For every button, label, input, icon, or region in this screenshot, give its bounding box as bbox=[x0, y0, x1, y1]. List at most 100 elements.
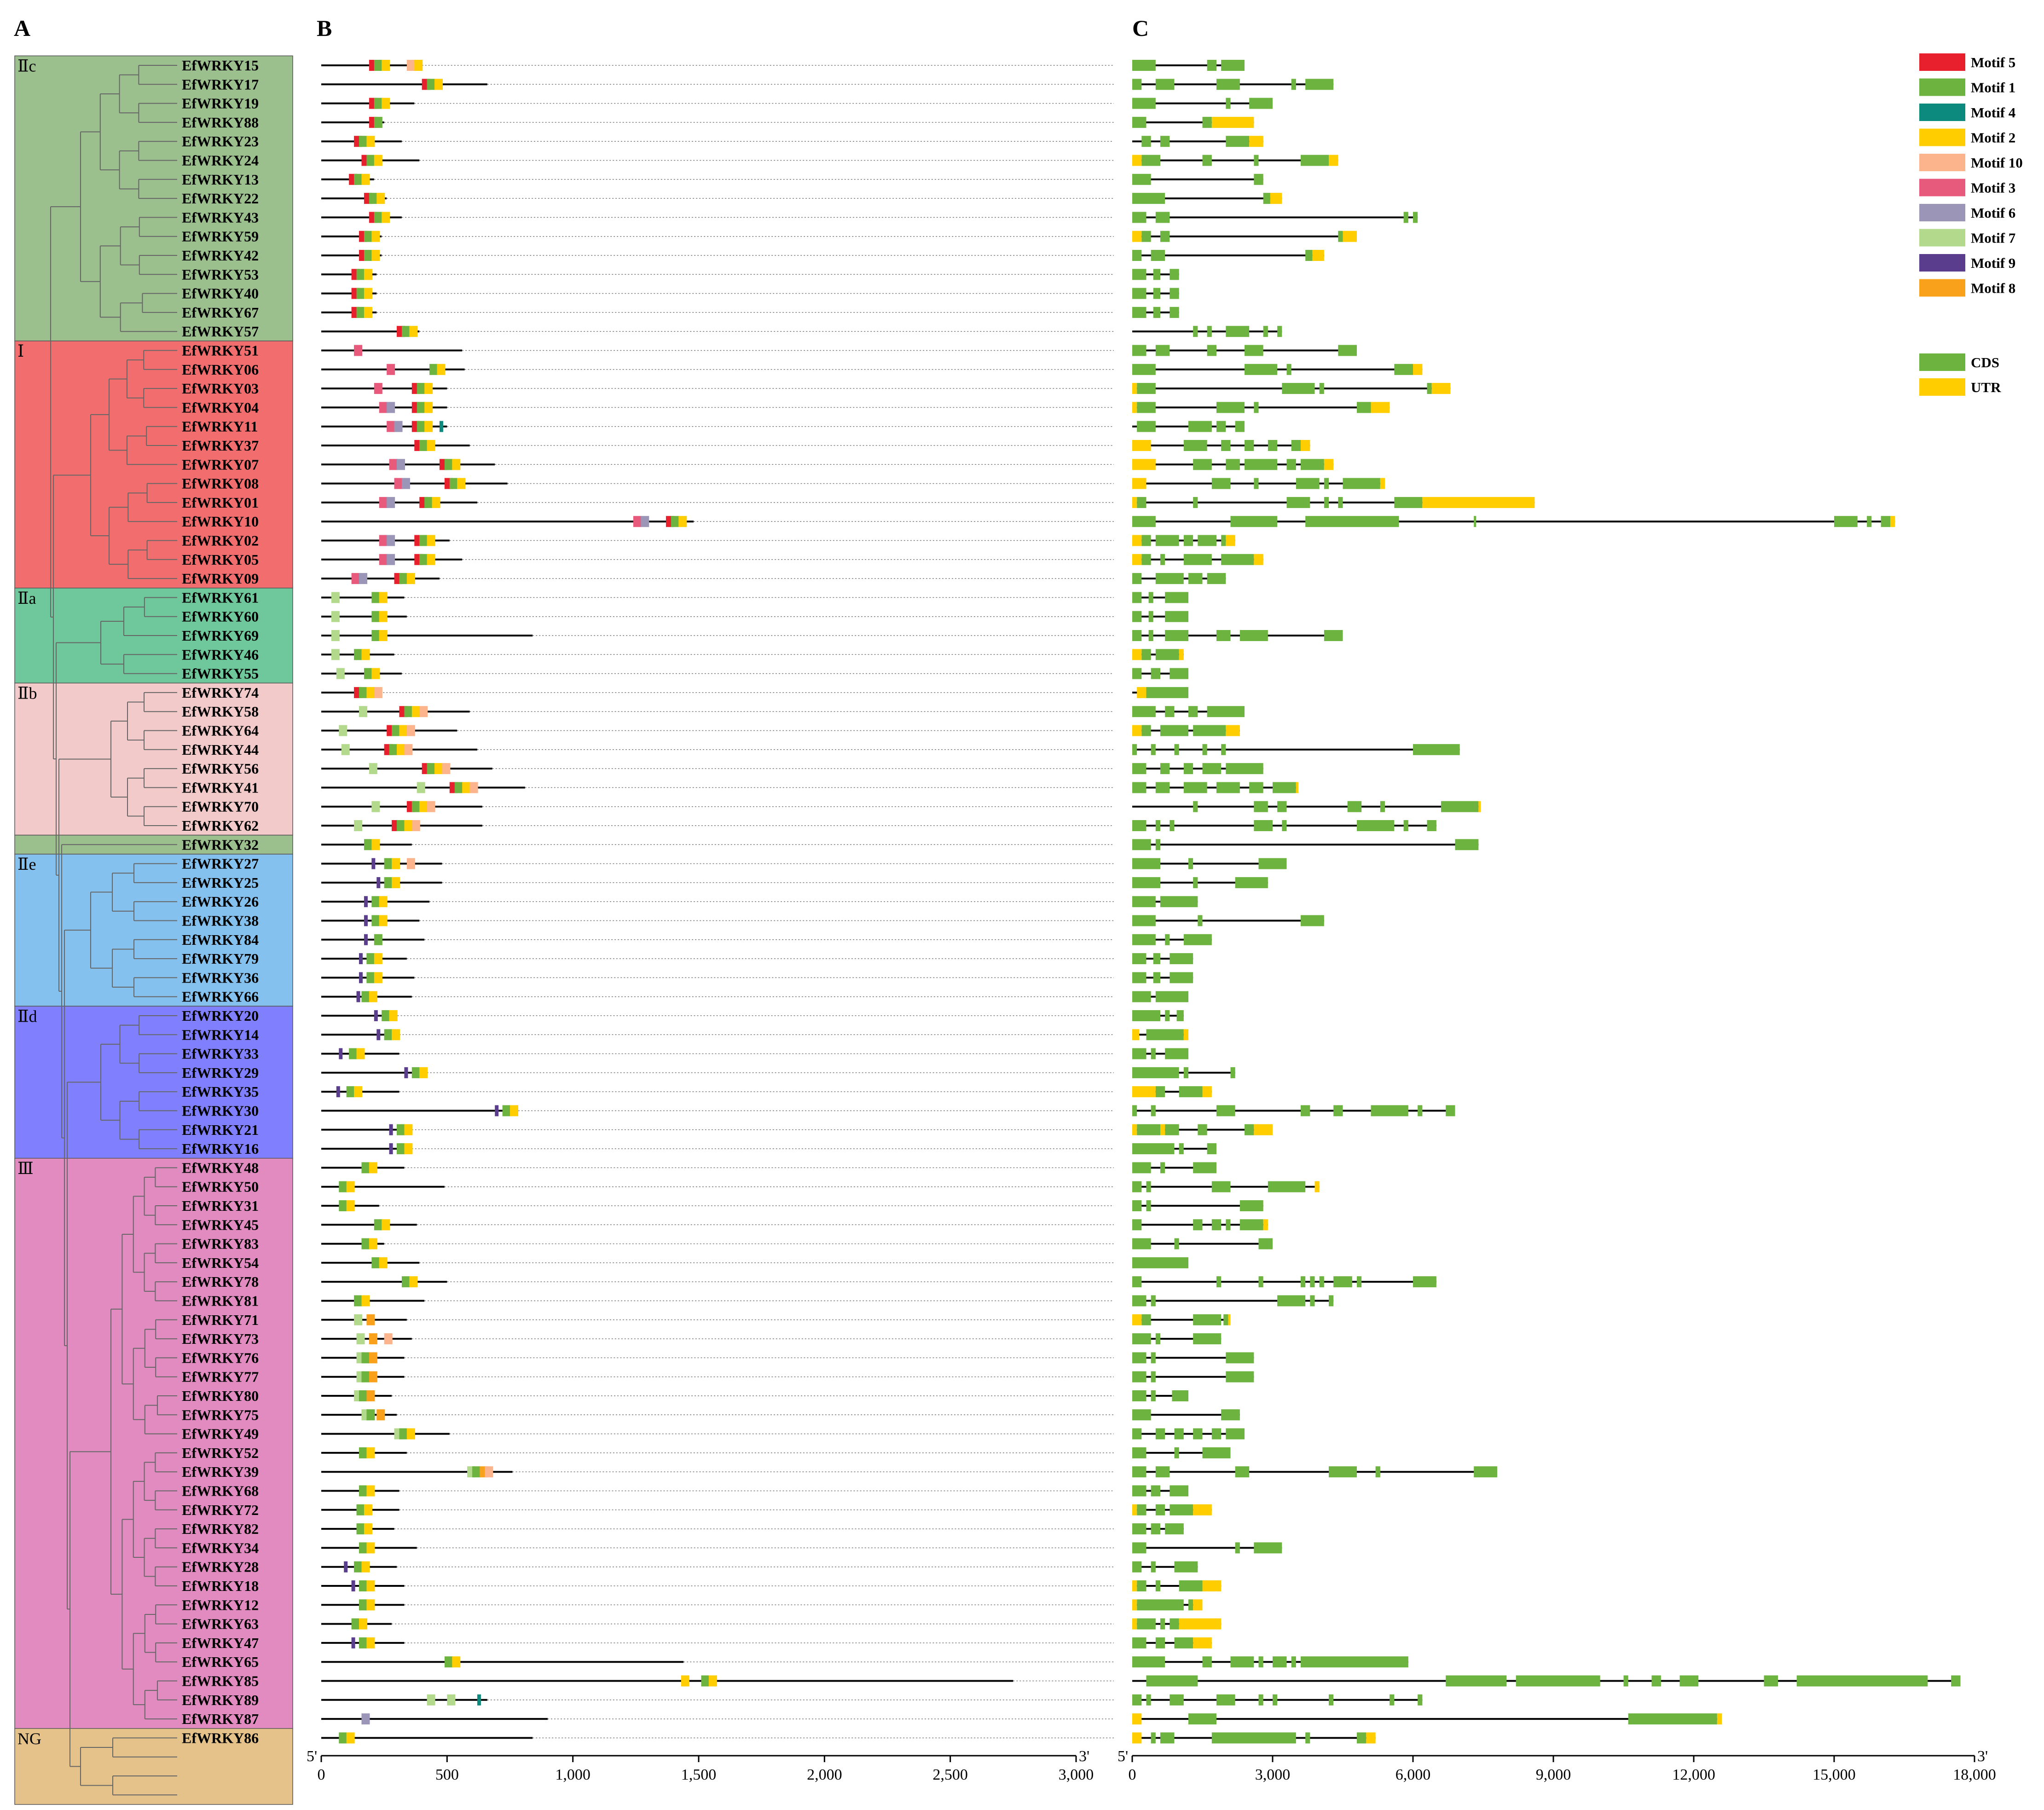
cds-box bbox=[1146, 1694, 1151, 1706]
gene-label: EfWRKY18 bbox=[182, 1578, 259, 1594]
motif-box bbox=[382, 1010, 390, 1021]
cds-box bbox=[1249, 98, 1273, 109]
motif-box bbox=[366, 1485, 375, 1497]
gene-label: EfWRKY06 bbox=[182, 361, 259, 378]
motif-box bbox=[331, 611, 340, 622]
cds-box bbox=[1151, 1523, 1160, 1535]
cds-box bbox=[1165, 611, 1188, 622]
motif-box bbox=[434, 763, 443, 775]
utr-box bbox=[1478, 801, 1481, 812]
cds-box bbox=[1132, 79, 1142, 90]
gene-label: EfWRKY67 bbox=[182, 304, 259, 321]
legend-swatch bbox=[1919, 78, 1965, 96]
cds-box bbox=[1263, 193, 1270, 204]
cds-box bbox=[1254, 1542, 1282, 1554]
motif-box bbox=[361, 173, 370, 185]
cds-box bbox=[1137, 402, 1156, 413]
cds-box bbox=[1155, 345, 1170, 356]
utr-box bbox=[1132, 383, 1137, 394]
motif-box bbox=[406, 573, 415, 584]
legend-label: Motif 9 bbox=[1971, 255, 2015, 271]
cds-box bbox=[1132, 1105, 1137, 1116]
cds-box bbox=[1375, 1466, 1380, 1478]
motif-box bbox=[364, 839, 372, 850]
motif-box bbox=[389, 459, 398, 470]
cds-box bbox=[1141, 231, 1151, 242]
utr-box bbox=[1132, 535, 1142, 546]
motif-box bbox=[371, 592, 380, 603]
cds-box bbox=[1333, 1105, 1343, 1116]
gene-label: EfWRKY51 bbox=[182, 342, 259, 359]
cds-box bbox=[1132, 896, 1156, 908]
cds-box bbox=[1357, 1732, 1367, 1744]
cds-box bbox=[1207, 345, 1216, 356]
cds-box bbox=[1198, 1124, 1207, 1135]
motif-box bbox=[397, 1124, 405, 1135]
cds-box bbox=[1245, 345, 1263, 356]
legend-label: Motif 10 bbox=[1971, 155, 2023, 171]
cds-box bbox=[1146, 1200, 1151, 1211]
motif-box bbox=[354, 1295, 363, 1307]
cds-box bbox=[1179, 1086, 1203, 1098]
gene-label: EfWRKY88 bbox=[182, 114, 259, 131]
cds-box bbox=[1329, 1466, 1357, 1478]
clade-box bbox=[14, 1728, 293, 1805]
cds-box bbox=[1132, 1257, 1188, 1268]
motif-box bbox=[369, 193, 377, 204]
cds-box bbox=[1343, 478, 1380, 489]
cds-box bbox=[1170, 820, 1175, 831]
motif-box bbox=[346, 1181, 355, 1192]
gene-label: EfWRKY49 bbox=[182, 1426, 259, 1442]
gene-label: EfWRKY24 bbox=[182, 152, 259, 169]
motif-box bbox=[356, 1504, 365, 1515]
gene-label: EfWRKY38 bbox=[182, 913, 259, 929]
gene-label: EfWRKY33 bbox=[182, 1046, 259, 1062]
motif-box bbox=[356, 1333, 365, 1345]
gene-label: EfWRKY68 bbox=[182, 1483, 259, 1499]
motif-box bbox=[371, 231, 380, 242]
cds-box bbox=[1474, 516, 1477, 527]
cds-box bbox=[1132, 934, 1156, 945]
cds-box bbox=[1371, 1105, 1408, 1116]
cds-box bbox=[1155, 1580, 1160, 1591]
cds-box bbox=[1148, 630, 1153, 641]
motif-box bbox=[374, 1010, 378, 1021]
cds-box bbox=[1132, 1656, 1165, 1668]
cds-box bbox=[1296, 478, 1320, 489]
motif-box bbox=[356, 1523, 365, 1535]
cds-box bbox=[1174, 1428, 1184, 1440]
gene-label: EfWRKY17 bbox=[182, 76, 259, 93]
cds-box bbox=[1151, 1371, 1156, 1382]
cds-box bbox=[1338, 497, 1343, 508]
cds-box bbox=[1132, 744, 1137, 755]
motif-box bbox=[406, 858, 415, 869]
gene-labels: EfWRKY15 EfWRKY17 EfWRKY19 EfWRKY88 EfWRKY23… bbox=[182, 57, 259, 1746]
utr-box bbox=[1890, 516, 1895, 527]
gene-label: EfWRKY64 bbox=[182, 723, 259, 739]
motif-box bbox=[417, 782, 425, 793]
motif-box bbox=[641, 516, 649, 527]
motif-panel bbox=[321, 60, 1114, 1744]
motif-box bbox=[336, 1086, 340, 1098]
cds-box bbox=[1258, 1694, 1263, 1706]
motif-box bbox=[369, 1352, 377, 1364]
cds-box bbox=[1188, 421, 1212, 432]
cds-box bbox=[1211, 478, 1231, 489]
cds-box bbox=[1441, 801, 1479, 812]
cds-box bbox=[1160, 763, 1170, 775]
cds-box bbox=[1170, 1694, 1184, 1706]
cds-box bbox=[1151, 1561, 1156, 1573]
motif-box bbox=[339, 725, 347, 736]
utr-box bbox=[1132, 649, 1142, 660]
cds-box bbox=[1165, 1010, 1170, 1021]
motif-box bbox=[379, 592, 388, 603]
legend-swatch bbox=[1919, 353, 1965, 371]
gene-label: EfWRKY29 bbox=[182, 1064, 259, 1081]
cds-box bbox=[1183, 782, 1207, 793]
cds-box bbox=[1132, 1143, 1175, 1155]
cds-box bbox=[1137, 1599, 1184, 1611]
motif-box bbox=[399, 725, 408, 736]
cds-box bbox=[1132, 763, 1146, 775]
cds-box bbox=[1324, 497, 1329, 508]
